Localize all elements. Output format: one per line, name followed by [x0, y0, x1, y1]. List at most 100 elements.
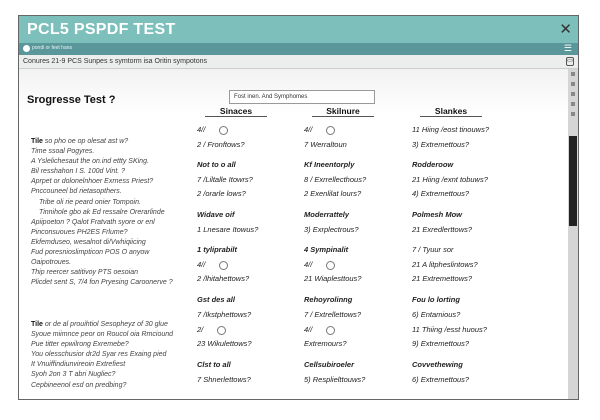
radio-option[interactable]: 4// [197, 125, 229, 135]
option-label: 2 Exenlilat lours? [304, 189, 362, 198]
scroll-marker [571, 102, 575, 106]
scroll-thumb[interactable] [569, 136, 577, 226]
group-label: Gst des all [197, 295, 235, 304]
option-label: Widave oif [197, 210, 235, 219]
text-line: Cepbineenol esd on predbing? [31, 381, 127, 389]
radio-option[interactable]: 4// [197, 260, 229, 270]
radio-button[interactable] [217, 325, 227, 335]
radio-option[interactable]: 4// [304, 260, 336, 270]
option-label: 9) Extremettous? [412, 339, 470, 348]
answer-option[interactable]: 23 Wikulettows? [197, 339, 252, 348]
group-label: Clst to all [197, 360, 231, 369]
option-label: 21 Wiaplesttous? [304, 274, 362, 283]
answer-option[interactable]: 2 /lhitahettows? [197, 274, 249, 283]
answer-option[interactable]: 7 / Extrellettows? [304, 310, 361, 319]
answer-option[interactable]: 7 Shnerlettows? [197, 375, 251, 384]
sub-toolbar: pondi or feet hans ☰ [19, 43, 578, 55]
option-label: 2 /lhitahettows? [197, 274, 250, 283]
subbar-label: pondi or feet hans [32, 45, 73, 51]
answer-option[interactable]: 6) Extremettous? [412, 375, 469, 384]
option-label: 21 Exredlerttows? [412, 225, 473, 234]
option-label: 1 tyliprabilt [197, 245, 238, 254]
radio-option[interactable]: 4// [304, 325, 336, 335]
option-label: 2/ [197, 325, 204, 334]
option-label: Clst to all [197, 360, 231, 369]
answer-option[interactable]: 7 / Tyuur sor [412, 245, 454, 254]
option-label: 21 Extremettows? [412, 274, 473, 283]
answer-option[interactable]: 4) Extremettous? [412, 189, 469, 198]
radio-button[interactable] [326, 325, 336, 335]
column-header: Sinaces [205, 106, 267, 117]
text-line: Aprpet or dolonelnhoer Exrness Priest? [31, 178, 154, 186]
answer-option[interactable]: 3) Extremettous? [412, 140, 469, 149]
scroll-marker [571, 72, 575, 76]
answer-option[interactable]: 3) Exrplectrous? [304, 225, 359, 234]
answer-option[interactable]: Extremours? [304, 339, 347, 348]
option-label: 7 /Ikstphettows? [197, 310, 252, 319]
scroll-marker [571, 82, 575, 86]
lead-word: Tile [31, 138, 43, 145]
column-header: Skilnure [312, 106, 374, 117]
answer-option[interactable]: 2 / Fronftows? [197, 140, 245, 149]
text-line: Oaipotroues. [31, 259, 72, 267]
answer-option[interactable]: 8 / Exrrellecthous? [304, 175, 366, 184]
answer-option[interactable]: 7 /Liltalle Itowrs? [197, 175, 253, 184]
option-label: 21 A litpheslintows? [412, 260, 478, 269]
answer-option[interactable]: 21 Exredlerttows? [412, 225, 472, 234]
breadcrumb-text[interactable]: Conures 21-9 PCS Sunpes s symtorm isa Or… [23, 58, 208, 65]
option-label: 11 Hiing /eost tinouws? [412, 125, 489, 134]
option-label: 4// [304, 260, 313, 269]
option-label: Not to o all [197, 160, 236, 169]
option-label: Fou lo lorting [412, 295, 460, 304]
text-line: Syoh 2on 3 T abri Nugliec? [31, 371, 116, 379]
answer-option[interactable]: 2 /orarle lows? [197, 189, 246, 198]
option-label: Polmesh Mow [412, 210, 463, 219]
option-label: 2 /orarle lows? [197, 189, 246, 198]
answer-option[interactable]: 2 Exenlilat lours? [304, 189, 361, 198]
radio-button[interactable] [219, 125, 229, 135]
scroll-marker [571, 112, 575, 116]
answer-option[interactable]: 21 Wiaplesttous? [304, 274, 361, 283]
answer-option[interactable]: 21 A litpheslintows? [412, 260, 478, 269]
radio-button[interactable] [326, 125, 336, 135]
intro-text: Tile so pho oe op olesat ast w? Time ssoa… [31, 137, 173, 288]
answer-option[interactable]: 5) Resplielttouws? [304, 375, 365, 384]
text-line: Fud poresnioslimpticon POS O anyow [31, 249, 150, 257]
group-label: Covvethewing [412, 360, 463, 369]
text-line: Pnccouneel bd rietasopthers. [31, 188, 122, 196]
option-label: 3) Exrplectrous? [304, 225, 359, 234]
answer-option[interactable]: 11 Thiing /esst huous? [412, 325, 487, 334]
answer-option[interactable]: 9) Extremettous? [412, 339, 469, 348]
lead-word: Tile [31, 321, 43, 328]
search-input[interactable]: Fost inen. And Symphomes [229, 90, 375, 104]
scroll-marker [571, 92, 575, 96]
option-label: 4// [304, 325, 313, 334]
group-label: Fou lo lorting [412, 295, 460, 304]
radio-option[interactable]: 4// [304, 125, 336, 135]
text-line: Plicdet sent S, 7/4 fon Pryesing Caroone… [31, 279, 173, 287]
answer-option[interactable]: 1 Lnesare Itowus? [197, 225, 258, 234]
answer-option[interactable]: 7 Werraltoun [304, 140, 347, 149]
save-icon[interactable]: ▭ [566, 57, 574, 66]
breadcrumb: Conures 21-9 PCS Sunpes s symtorm isa Or… [19, 55, 578, 69]
home-icon[interactable] [23, 45, 30, 52]
answer-option[interactable]: 11 Hiing /eost tinouws? [412, 125, 489, 134]
answer-option[interactable]: 7 /Ikstphettows? [197, 310, 251, 319]
option-label: 23 Wikulettows? [197, 339, 252, 348]
answer-option[interactable]: 21 Hiing /exnt tobuws? [412, 175, 488, 184]
answer-option[interactable]: 6) Entamious? [412, 310, 460, 319]
option-label: 8 / Exrrellecthous? [304, 175, 367, 184]
text-line: Time ssoal Pogyres. [31, 148, 95, 156]
radio-button[interactable] [219, 260, 229, 270]
scrollbar[interactable] [568, 69, 578, 399]
answer-option[interactable]: 21 Extremettows? [412, 274, 472, 283]
hamburger-icon[interactable]: ☰ [563, 43, 572, 53]
option-label: Gst des all [197, 295, 235, 304]
text-line: A Yslelichesaut the on.ind ettty SKing. [31, 158, 149, 166]
radio-button[interactable] [326, 260, 336, 270]
close-icon[interactable]: ✕ [559, 21, 572, 38]
radio-option[interactable]: 2/ [197, 325, 227, 335]
text-line: You olesschusior dr2d Syar res Exaing pi… [31, 351, 167, 359]
text-line: Tinnihole gbo ak Ed ressalre Orerarlinde [39, 208, 165, 216]
text-line: Pinconsuoues PH2ES Frlume? [31, 228, 128, 236]
